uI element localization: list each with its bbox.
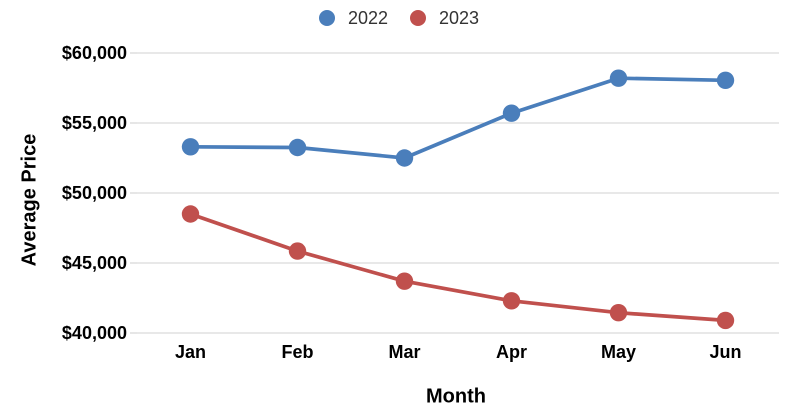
x-tick-label-may: May [601, 342, 636, 362]
chart-legend: 2022 2023 [0, 8, 798, 28]
data-point-2023-jun[interactable] [716, 311, 735, 330]
legend-item-2023[interactable]: 2023 [410, 8, 479, 28]
data-point-2022-jan[interactable] [181, 138, 200, 156]
data-point-2023-apr[interactable] [502, 292, 521, 310]
x-tick-label-mar: Mar [388, 342, 420, 362]
legend-marker-2023-icon [410, 10, 426, 26]
x-axis-title: Month [426, 385, 486, 408]
y-tick-label-50000: $50,000 [62, 183, 127, 203]
series-line-2023 [189, 212, 726, 323]
y-tick-label-60000: $60,000 [62, 43, 127, 63]
x-tick-label-jun: Jun [709, 342, 741, 362]
x-tick-label-jan: Jan [175, 342, 206, 362]
legend-item-2022[interactable]: 2022 [318, 8, 388, 28]
data-point-2023-may[interactable] [609, 304, 628, 322]
data-point-2023-feb[interactable] [288, 242, 307, 260]
y-tick-label-55000: $55,000 [62, 113, 127, 133]
legend-label-2023: 2023 [439, 8, 480, 28]
y-axis-title: Average Price [18, 133, 41, 267]
x-tick-label-apr: Apr [496, 342, 527, 362]
y-tick-label-45000: $45,000 [62, 253, 127, 273]
series-line-2022 [190, 76, 726, 160]
y-tick-label-40000: $40,000 [62, 323, 127, 343]
data-point-2022-apr[interactable] [502, 104, 521, 122]
legend-marker-2022-icon [318, 10, 335, 26]
data-point-2022-feb[interactable] [288, 138, 307, 157]
legend-label-2022: 2022 [347, 8, 388, 28]
data-point-2022-jun[interactable] [716, 71, 735, 90]
x-tick-label-feb: Feb [281, 342, 313, 362]
data-point-2022-may[interactable] [609, 69, 628, 87]
data-point-2023-jan[interactable] [181, 205, 200, 223]
data-point-2022-mar[interactable] [395, 149, 414, 167]
data-point-2023-mar[interactable] [395, 272, 414, 290]
